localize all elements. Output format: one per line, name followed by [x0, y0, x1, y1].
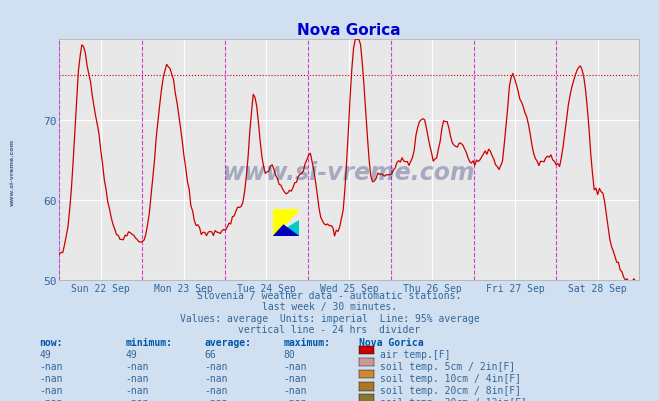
Text: soil temp. 5cm / 2in[F]: soil temp. 5cm / 2in[F] — [380, 361, 515, 371]
Text: -nan: -nan — [125, 361, 149, 371]
Text: minimum:: minimum: — [125, 337, 172, 347]
Text: average:: average: — [204, 337, 251, 347]
Text: 80: 80 — [283, 349, 295, 359]
Text: now:: now: — [40, 337, 63, 347]
Text: -nan: -nan — [283, 361, 307, 371]
Text: -nan: -nan — [204, 361, 228, 371]
Text: -nan: -nan — [283, 397, 307, 401]
Polygon shape — [273, 209, 299, 237]
Text: www.si-vreme.com: www.si-vreme.com — [223, 160, 476, 184]
Text: soil temp. 20cm / 8in[F]: soil temp. 20cm / 8in[F] — [380, 385, 521, 395]
Text: last week / 30 minutes.: last week / 30 minutes. — [262, 302, 397, 312]
Text: 49: 49 — [125, 349, 137, 359]
Text: -nan: -nan — [125, 385, 149, 395]
Text: -nan: -nan — [40, 385, 63, 395]
Polygon shape — [273, 226, 299, 237]
Text: soil temp. 10cm / 4in[F]: soil temp. 10cm / 4in[F] — [380, 373, 521, 383]
Text: Nova Gorica: Nova Gorica — [359, 337, 424, 347]
Text: -nan: -nan — [204, 373, 228, 383]
Text: vertical line - 24 hrs  divider: vertical line - 24 hrs divider — [239, 324, 420, 334]
Text: -nan: -nan — [40, 397, 63, 401]
Text: -nan: -nan — [283, 373, 307, 383]
Text: 66: 66 — [204, 349, 216, 359]
Text: -nan: -nan — [283, 385, 307, 395]
Text: maximum:: maximum: — [283, 337, 330, 347]
Text: www.si-vreme.com: www.si-vreme.com — [10, 139, 15, 206]
Text: soil temp. 30cm / 12in[F]: soil temp. 30cm / 12in[F] — [380, 397, 527, 401]
Text: -nan: -nan — [125, 397, 149, 401]
Text: Values: average  Units: imperial  Line: 95% average: Values: average Units: imperial Line: 95… — [180, 313, 479, 323]
Text: -nan: -nan — [204, 397, 228, 401]
Polygon shape — [273, 220, 299, 237]
Text: air temp.[F]: air temp.[F] — [380, 349, 451, 359]
Text: -nan: -nan — [125, 373, 149, 383]
Text: -nan: -nan — [40, 361, 63, 371]
Title: Nova Gorica: Nova Gorica — [297, 22, 401, 38]
Text: 49: 49 — [40, 349, 51, 359]
Text: Slovenia / weather data - automatic stations.: Slovenia / weather data - automatic stat… — [197, 291, 462, 301]
Text: -nan: -nan — [204, 385, 228, 395]
Text: -nan: -nan — [40, 373, 63, 383]
